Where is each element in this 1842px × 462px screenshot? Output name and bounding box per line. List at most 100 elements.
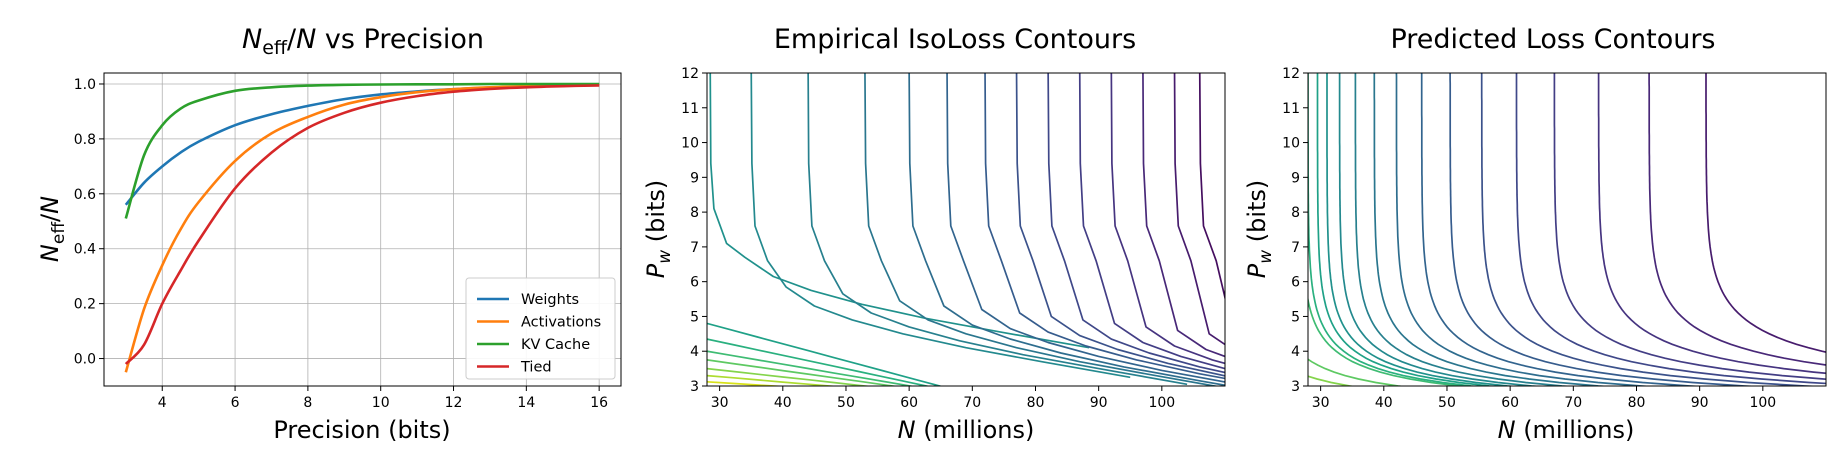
x-tick-label: 40 — [1375, 395, 1393, 411]
y-tick-label: 11 — [681, 101, 699, 117]
y-tick-label: 8 — [1291, 205, 1300, 221]
y-tick-label: 0.4 — [74, 242, 96, 258]
x-tick-label: 14 — [517, 395, 535, 411]
contour-line — [1308, 73, 1481, 386]
y-tick-label: 12 — [1282, 66, 1300, 82]
y-tick-label: 10 — [1282, 136, 1300, 152]
contour-line — [1198, 73, 1225, 302]
y-tick-label: 9 — [690, 170, 699, 186]
contour-line — [1220, 56, 1598, 404]
series-line-weights — [124, 83, 600, 206]
x-tick-label: 40 — [774, 395, 792, 411]
series-line-kv-cache — [124, 82, 600, 219]
contour-line — [1326, 73, 1518, 386]
chart-title-2: Empirical IsoLoss Contours — [774, 24, 1136, 55]
x-tick-label: 16 — [590, 395, 608, 411]
series-line-activations — [124, 83, 600, 373]
y-tick-label: 8 — [690, 205, 699, 221]
contour-line — [1480, 73, 1824, 386]
x-ticks: 30 40 50 60 70 80 90 100 — [711, 386, 1175, 411]
x-ticks: 4 6 8 10 12 14 16 — [158, 386, 608, 411]
contour-line — [1047, 73, 1225, 374]
contour-line — [707, 367, 873, 386]
contour-line — [1354, 73, 1574, 386]
x-tick-label: 70 — [963, 395, 981, 411]
contour-line — [1553, 73, 1826, 381]
contour-line — [707, 338, 931, 386]
contour-line — [807, 73, 1188, 386]
y-tick-label: 9 — [1291, 170, 1300, 186]
contour-line — [1395, 73, 1655, 386]
contour-line — [1373, 73, 1612, 386]
x-tick-label: 70 — [1564, 395, 1582, 411]
x-axis-label-3: N (millions) — [1498, 416, 1635, 444]
y-axis-label-1: Neff/N — [36, 196, 69, 262]
contour-line — [707, 359, 899, 386]
panel-predicted-contours: Predicted Loss Contours 30 40 50 60 70 80 90 10… — [1220, 24, 1827, 444]
contour-line — [864, 73, 1220, 386]
contour-line — [946, 73, 1225, 383]
contour-line — [1705, 73, 1826, 353]
y-tick-label: 7 — [1291, 240, 1300, 256]
contour-line — [908, 73, 1225, 386]
x-tick-label: 80 — [1628, 395, 1646, 411]
x-tick-label: 12 — [445, 395, 463, 411]
y-axis-label-3: Pw (bits) — [1243, 180, 1276, 279]
contour-line — [707, 322, 943, 386]
x-tick-label: 4 — [158, 395, 167, 411]
contour-lines — [707, 73, 1225, 386]
plot-frame-1 — [103, 72, 622, 387]
y-tick-label: 0.2 — [74, 297, 96, 313]
panel-empirical-contours: Empirical IsoLoss Contours 30 40 50 60 70 80 9… — [642, 24, 1226, 444]
x-tick-label: 80 — [1027, 395, 1045, 411]
legend-box — [465, 277, 616, 380]
y-tick-label: 7 — [690, 240, 699, 256]
y-tick-label: 4 — [690, 344, 699, 360]
contour-line — [1015, 73, 1225, 377]
contour-line — [1110, 73, 1225, 365]
y-ticks: 0.0 0.2 0.4 0.6 0.8 1.0 — [74, 77, 104, 368]
x-tick-label: 100 — [1148, 395, 1175, 411]
y-axis-label-2: Pw (bits) — [642, 180, 675, 279]
contour-line — [709, 73, 1090, 349]
chart-title-3: Predicted Loss Contours — [1390, 24, 1715, 55]
legend-label: Tied — [520, 360, 552, 376]
x-tick-label: 8 — [303, 395, 312, 411]
contour-line — [1078, 73, 1225, 370]
x-axis-label-2: N (millions) — [898, 416, 1035, 444]
y-tick-label: 6 — [690, 275, 699, 291]
contour-line — [707, 350, 916, 386]
contour-line — [1597, 73, 1826, 375]
x-tick-label: 50 — [837, 395, 855, 411]
y-ticks: 3 4 5 6 7 8 9 10 11 12 — [1282, 66, 1308, 395]
x-tick-label: 60 — [1501, 395, 1519, 411]
contour-line — [1173, 73, 1225, 346]
contour-lines — [1220, 56, 1826, 404]
x-tick-label: 30 — [711, 395, 729, 411]
series-line-tied — [124, 84, 600, 365]
x-tick-label: 30 — [1312, 395, 1330, 411]
x-tick-label: 6 — [231, 395, 240, 411]
y-tick-label: 3 — [690, 379, 699, 395]
contour-line — [1338, 73, 1543, 386]
y-tick-label: 1.0 — [74, 77, 96, 93]
y-tick-label: 0.0 — [74, 352, 96, 368]
x-tick-label: 60 — [900, 395, 918, 411]
x-axis-label-1: Precision (bits) — [273, 416, 450, 444]
chart-title-1: Neff/N vs Precision — [242, 24, 484, 59]
contour-line — [1308, 295, 1468, 386]
y-tick-label: 10 — [681, 136, 699, 152]
y-tick-label: 0.8 — [74, 132, 96, 148]
y-tick-label: 4 — [1291, 344, 1300, 360]
x-tick-label: 50 — [1438, 395, 1456, 411]
contour-line — [1648, 73, 1826, 366]
y-tick-label: 0.6 — [74, 187, 96, 203]
x-tick-label: 10 — [372, 395, 390, 411]
x-tick-label: 100 — [1749, 395, 1776, 411]
contour-line — [1449, 73, 1761, 386]
contour-line — [750, 73, 1131, 379]
x-ticks: 30 40 50 60 70 80 90 100 — [1312, 386, 1776, 411]
legend-label: Weights — [521, 292, 579, 308]
contour-line — [1316, 73, 1500, 386]
